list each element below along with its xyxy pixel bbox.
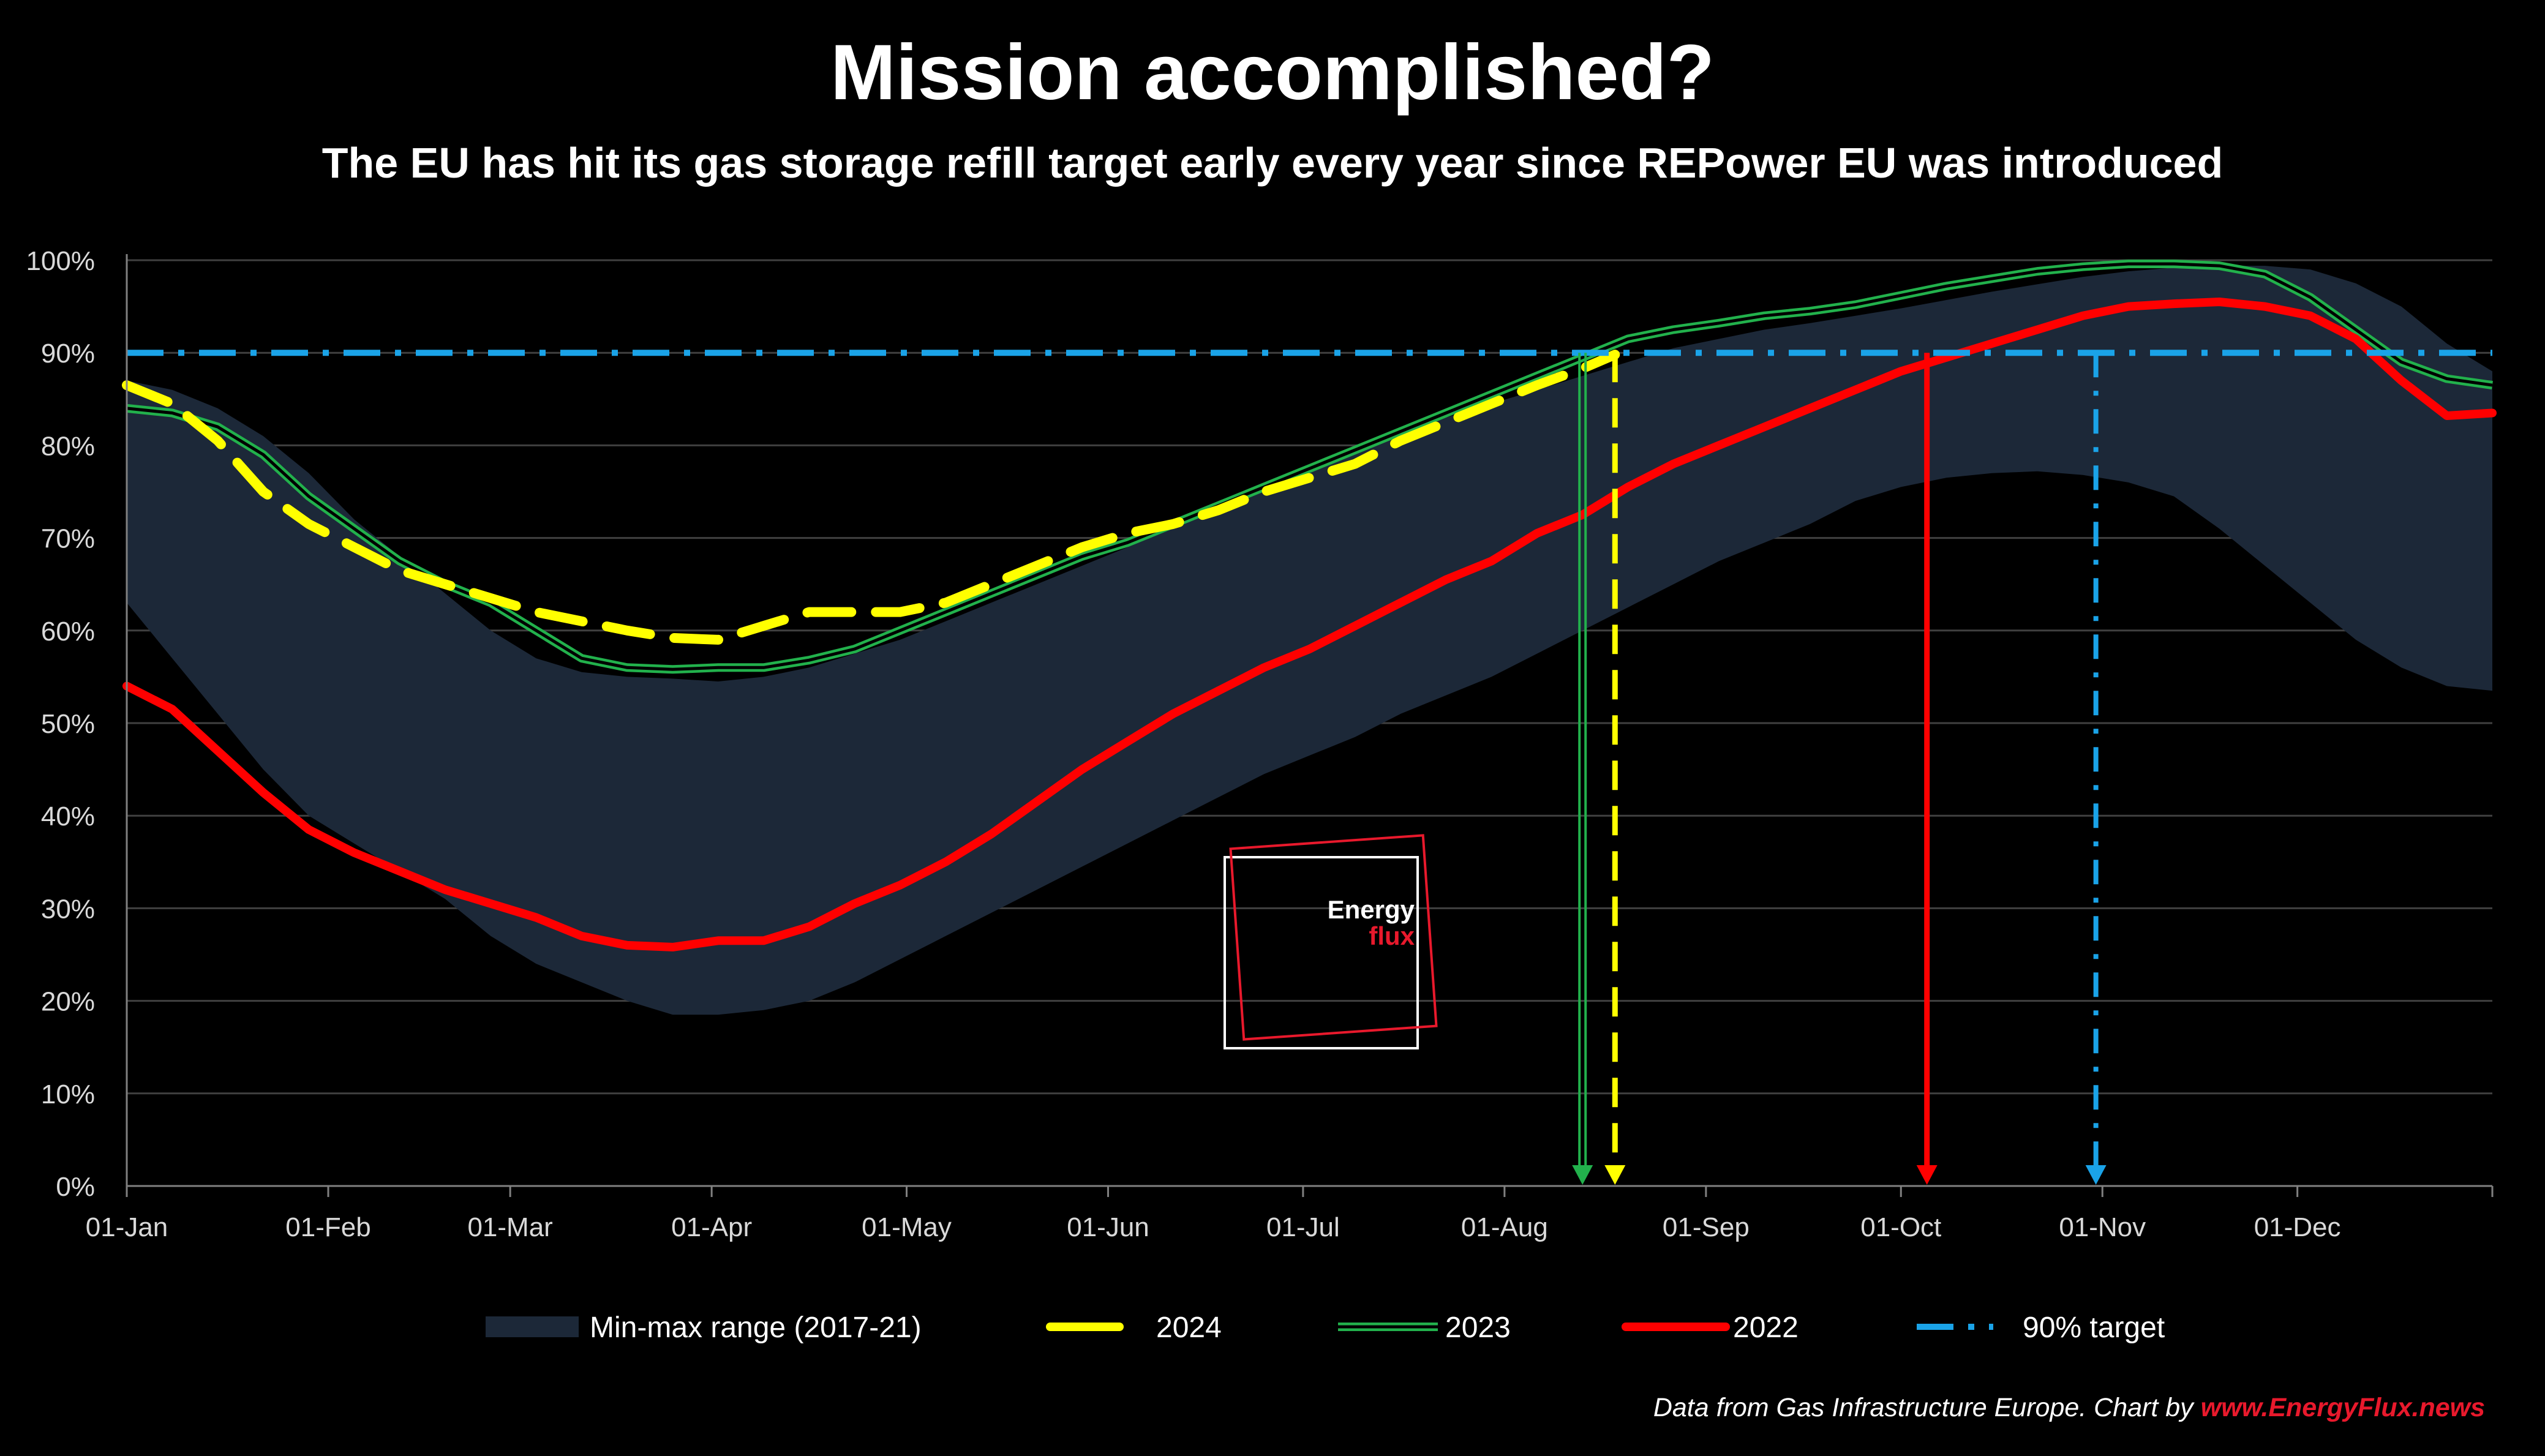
y-tick-label: 40% — [41, 801, 95, 831]
x-tick-label: 01-Jul — [1266, 1212, 1340, 1242]
source-link: www.EnergyFlux.news — [2201, 1393, 2485, 1422]
x-tick-label: 01-Apr — [671, 1212, 752, 1242]
x-tick-label: 01-Jun — [1067, 1212, 1149, 1242]
marker-arrow-2022 — [1916, 1165, 1938, 1185]
marker-arrow-90% target — [2085, 1165, 2107, 1185]
x-tick-label: 01-Dec — [2254, 1212, 2341, 1242]
legend-label-range: Min-max range (2017-21) — [590, 1312, 922, 1344]
y-tick-label: 90% — [41, 339, 95, 369]
x-tick-label: 01-Feb — [285, 1212, 370, 1242]
series-2023-line-inner — [126, 262, 2493, 671]
legend-label-2022: 2022 — [1733, 1312, 1799, 1344]
marker-arrow-2023 — [1572, 1165, 1593, 1185]
series-2022-line — [122, 298, 2497, 951]
y-tick-label: 30% — [41, 894, 95, 924]
chart-title: Mission accomplished? — [830, 29, 1715, 116]
y-tick-label: 0% — [56, 1172, 95, 1202]
x-tick-label: 01-May — [862, 1212, 952, 1242]
marker-arrow-2024 — [1604, 1165, 1626, 1185]
legend-label-2023: 2023 — [1445, 1312, 1511, 1344]
x-tick-label: 01-Aug — [1461, 1212, 1548, 1242]
y-tick-label: 50% — [41, 709, 95, 739]
x-tick-label: 01-Nov — [2059, 1212, 2146, 1242]
y-tick-label: 70% — [41, 524, 95, 554]
x-tick-label: 01-Sep — [1663, 1212, 1750, 1242]
y-tick-label: 60% — [41, 617, 95, 647]
chart-subtitle: The EU has hit its gas storage refill ta… — [322, 139, 2223, 187]
y-tick-label: 80% — [41, 431, 95, 461]
y-tick-label: 10% — [41, 1079, 95, 1109]
y-tick-label: 100% — [26, 246, 95, 276]
series-2024-line — [122, 350, 1620, 645]
legend-label-2024: 2024 — [1156, 1312, 1222, 1344]
legend-swatch-range — [486, 1316, 579, 1337]
legend: Min-max range (2017-21) 2024 2023 2022 90% t… — [486, 1312, 2165, 1344]
x-tick-label: 01-Jan — [86, 1212, 168, 1242]
axis-layer: 01-Jan 01-Feb 01-Mar 01-Apr 01-May 01-Jun 01-J… — [86, 254, 2494, 1242]
logo-word-energy: Energy — [1328, 895, 1415, 924]
x-tick-label: 01-Oct — [1860, 1212, 1941, 1242]
source-note: Data from Gas Infrastructure Europe. Cha… — [1653, 1393, 2485, 1422]
target-marker-layer — [1572, 353, 2107, 1185]
source-prefix: Data from Gas Infrastructure Europe. Cha… — [1653, 1393, 2201, 1422]
x-tick-label: 01-Mar — [467, 1212, 552, 1242]
logo-word-flux: flux — [1369, 921, 1415, 950]
y-tick-label: 20% — [41, 987, 95, 1017]
logo-frame-white — [1224, 856, 1419, 1049]
energyflux-logo: Energy flux — [1224, 834, 1438, 1049]
range-band-area — [127, 266, 2492, 1015]
logo-frame-red — [1229, 834, 1438, 1041]
range-band-layer — [127, 266, 2492, 1015]
legend-label-target: 90% target — [2023, 1312, 2165, 1344]
